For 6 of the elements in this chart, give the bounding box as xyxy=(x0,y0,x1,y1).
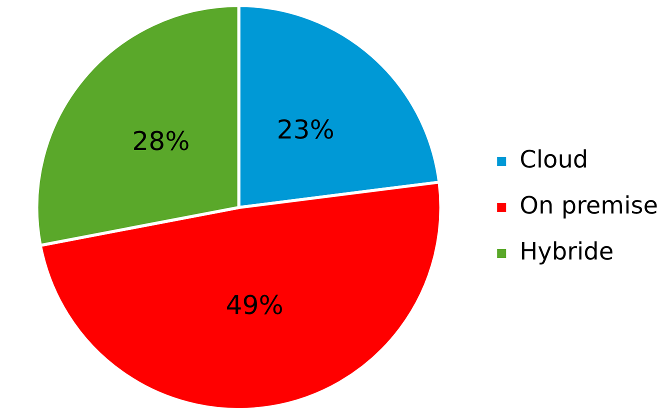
legend-label: Hybride xyxy=(520,238,614,266)
legend-label: Cloud xyxy=(520,146,588,174)
data-label: 49% xyxy=(226,291,284,322)
data-label: 23% xyxy=(276,115,334,146)
data-label: 28% xyxy=(132,126,190,157)
legend-label: On premise xyxy=(520,192,658,220)
